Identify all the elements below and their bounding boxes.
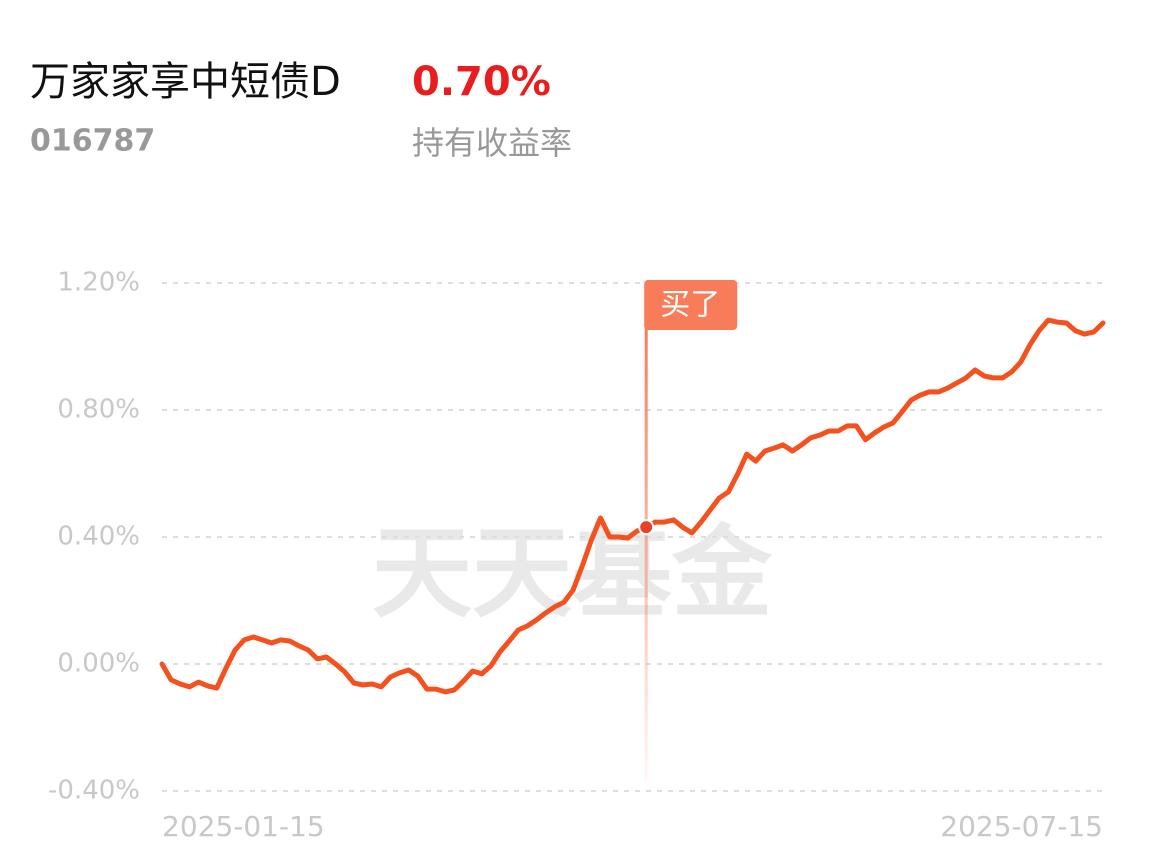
x-tick-label: 2025-07-15 bbox=[940, 810, 1103, 843]
marker-dot bbox=[638, 519, 655, 536]
y-tick-label: 0.80% bbox=[57, 395, 140, 425]
y-tick-label: 0.00% bbox=[57, 649, 140, 679]
marker-stem bbox=[644, 328, 648, 783]
return-label: 持有收益率 bbox=[412, 124, 572, 162]
grid: 1.20% 0.80% 0.40% 0.00% -0.40% 2025-01-15 2025… bbox=[48, 268, 1103, 843]
marker-flag bbox=[644, 280, 738, 330]
series-line bbox=[159, 317, 1106, 695]
fund-name: 万家家享中短债D bbox=[30, 59, 341, 105]
watermark: 天天基金 bbox=[372, 514, 773, 631]
plot-area: 买了 bbox=[159, 280, 1106, 783]
return-rate: 0.70% bbox=[412, 59, 551, 105]
y-tick-label: 1.20% bbox=[57, 268, 140, 298]
y-tick-label: 0.40% bbox=[57, 522, 140, 552]
marker-label: 买了 bbox=[660, 288, 720, 323]
y-tick-label: -0.40% bbox=[48, 776, 140, 806]
x-tick-label: 2025-01-15 bbox=[162, 810, 325, 843]
fund-code: 016787 bbox=[30, 124, 155, 159]
